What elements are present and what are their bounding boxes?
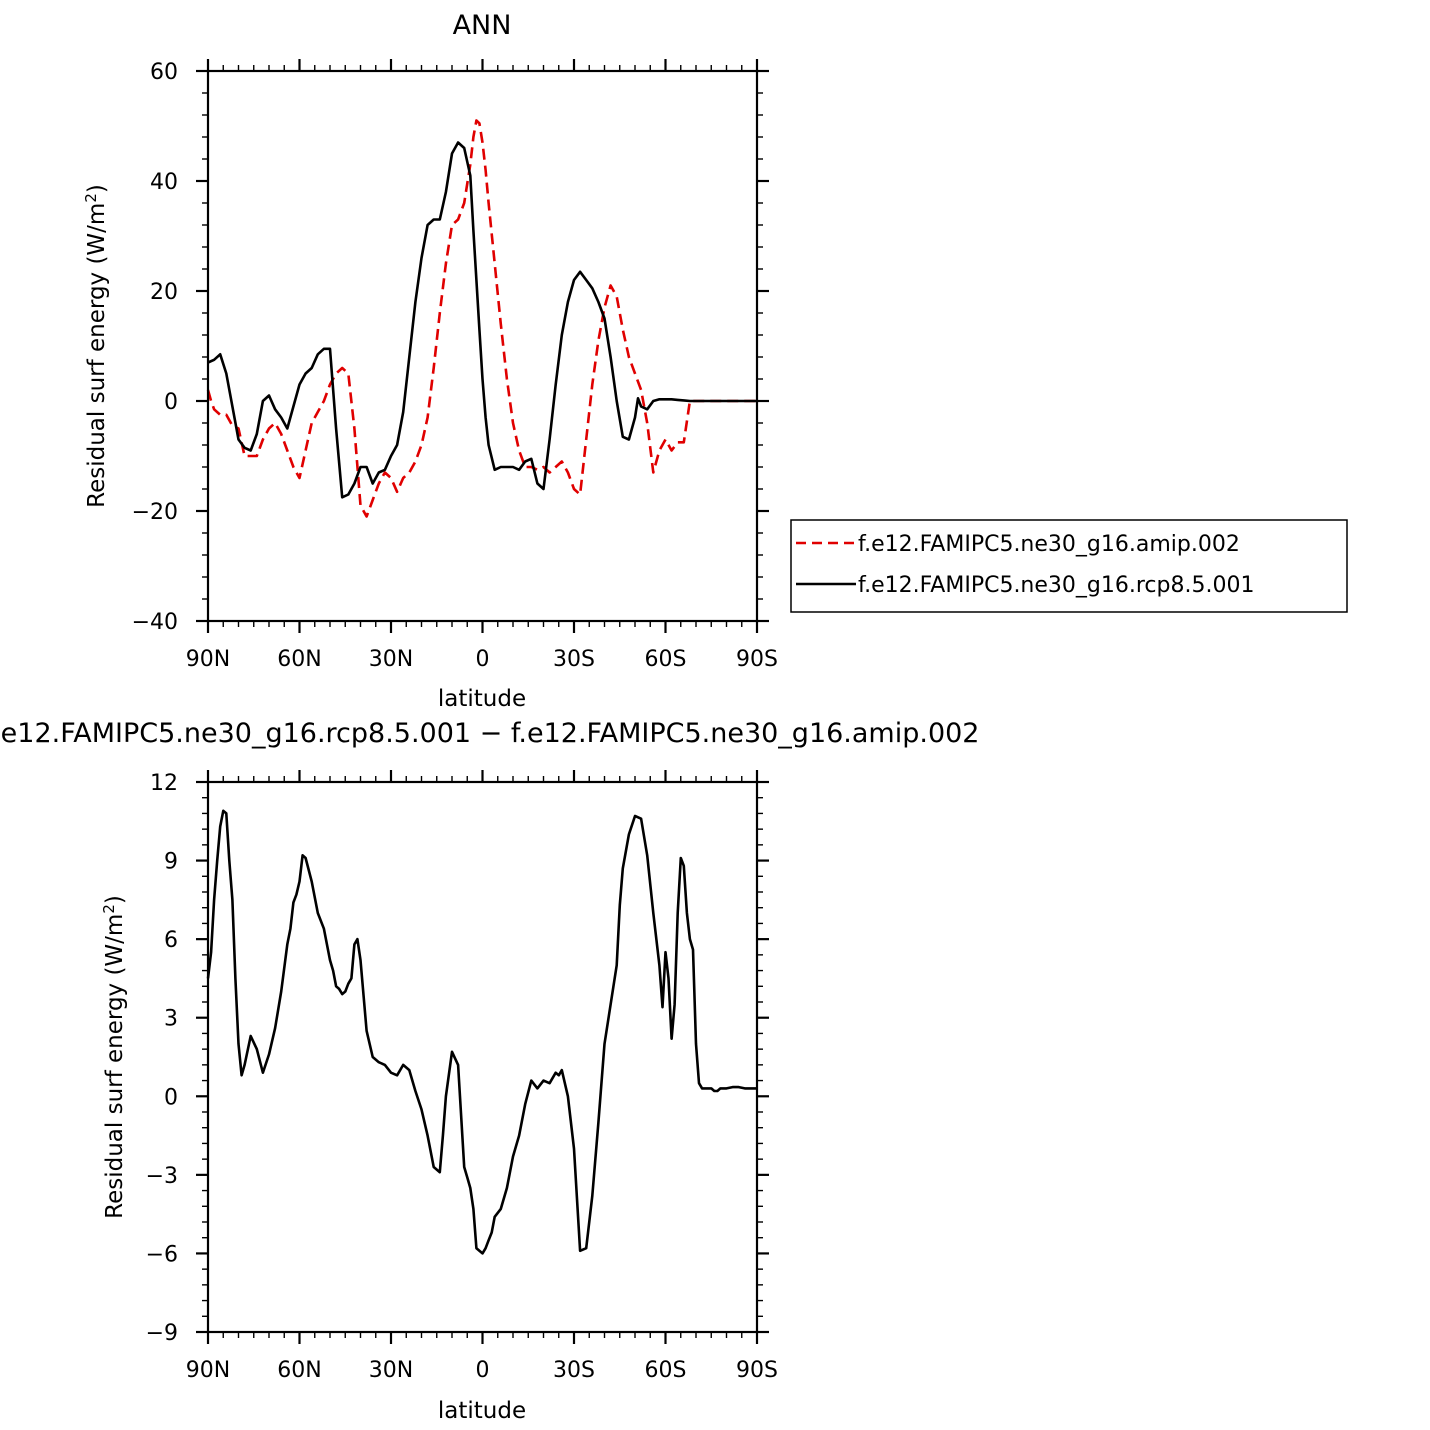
y-tick-label: 20 (150, 280, 178, 305)
y-tick-label: −20 (132, 500, 178, 525)
y-tick-label: 60 (150, 60, 178, 85)
series-line-b (207, 141, 757, 499)
x-axis-title: latitude (438, 686, 526, 712)
x-tick-label: 30S (553, 647, 595, 672)
chart-panel-difference: f.e12.FAMIPC5.ne30_g16.rcp8.5.001 − f.e1… (0, 718, 979, 1424)
axis-ticks (196, 770, 769, 1344)
x-tick-label: 60N (277, 647, 321, 672)
x-tick-label: 90N (186, 1358, 230, 1383)
tick-labels: 90N 60N 30N 0 30S 60S 90S −9 −6 −3 0 3 6 9 12 (146, 771, 778, 1383)
plot-frame (206, 780, 759, 1334)
y-tick-label: −40 (132, 610, 178, 635)
legend-label-rcp: f.e12.FAMIPC5.ne30_g16.rcp8.5.001 (858, 573, 1254, 598)
x-tick-label: 0 (476, 647, 490, 672)
panel-title: f.e12.FAMIPC5.ne30_g16.rcp8.5.001 − f.e1… (0, 718, 979, 749)
legend-label-amip: f.e12.FAMIPC5.ne30_g16.amip.002 (858, 532, 1240, 557)
legend: f.e12.FAMIPC5.ne30_g16.amip.002 f.e12.FA… (790, 519, 1348, 613)
x-tick-label: 60S (645, 647, 687, 672)
x-tick-label: 90N (186, 647, 230, 672)
series-line-a (206, 119, 757, 518)
x-tick-label: 90S (736, 647, 778, 672)
chart-panel-annual: ANN 90N 60N 30N 0 30S 60S 90S −40 −20 0 20 40 60 lat… (82, 10, 1348, 712)
axis-ticks (196, 59, 769, 633)
x-tick-label: 0 (476, 1358, 490, 1383)
y-tick-label: 9 (164, 850, 178, 875)
plot-frame (206, 69, 759, 623)
y-tick-label: 0 (164, 1085, 178, 1110)
y-tick-label: 3 (164, 1007, 178, 1032)
series-layer (206, 119, 757, 518)
x-tick-label: 30S (553, 1358, 595, 1383)
y-tick-label: 12 (150, 771, 178, 796)
x-axis-title: latitude (438, 1398, 526, 1424)
x-tick-label: 90S (736, 1358, 778, 1383)
panel-title: ANN (453, 10, 512, 41)
tick-labels: 90N 60N 30N 0 30S 60S 90S −40 −20 0 20 40 60 (132, 60, 778, 672)
series-layer (206, 809, 757, 1255)
x-tick-label: 30N (369, 1358, 413, 1383)
x-tick-label: 30N (369, 647, 413, 672)
x-tick-label: 60S (645, 1358, 687, 1383)
y-tick-label: 6 (164, 928, 178, 953)
y-tick-label: 40 (150, 170, 178, 195)
series-line-a (206, 809, 757, 1255)
y-axis-title: Residual surf energy (W/m2) (82, 184, 110, 508)
y-tick-label: −6 (146, 1242, 178, 1267)
x-tick-label: 60N (277, 1358, 321, 1383)
y-tick-label: −9 (146, 1321, 178, 1346)
y-tick-label: −3 (146, 1164, 178, 1189)
y-axis-title: Residual surf energy (W/m2) (100, 895, 128, 1219)
legend-box (790, 519, 1348, 613)
y-tick-label: 0 (164, 390, 178, 415)
